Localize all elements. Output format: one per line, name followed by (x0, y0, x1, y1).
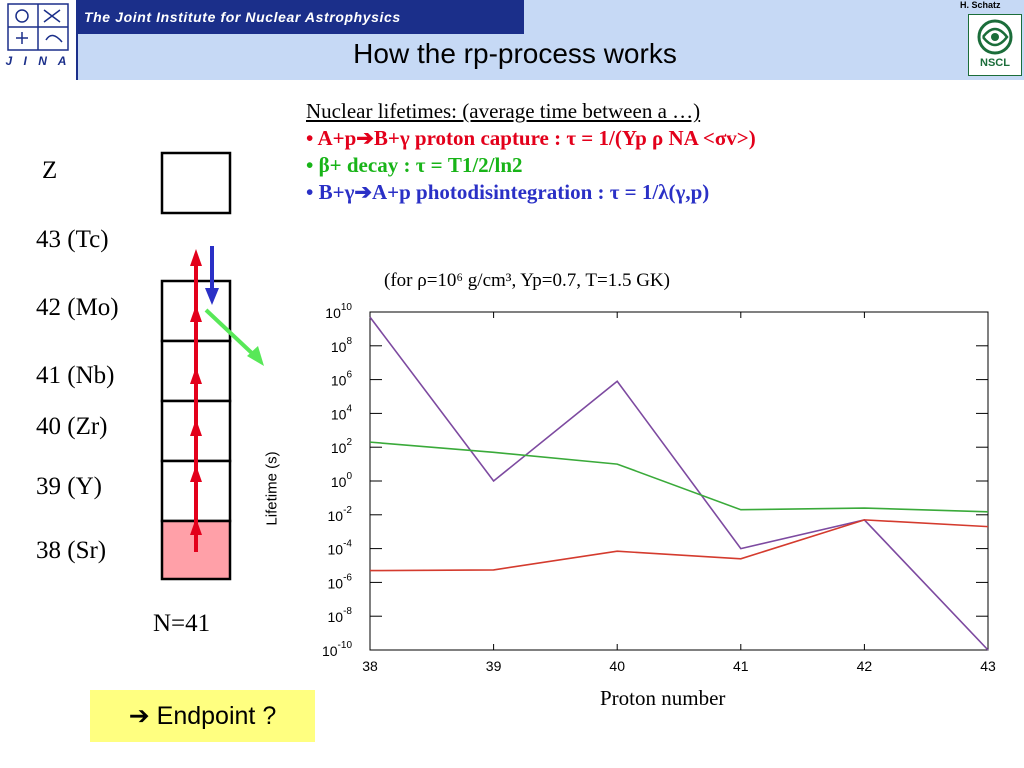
proton-capture-arrowhead (190, 518, 202, 535)
chain-label-nb: 41 (Nb) (36, 362, 115, 389)
beta-decay-arrow-line (204, 308, 257, 358)
institute-banner: The Joint Institute for Nuclear Astrophy… (78, 0, 524, 34)
series-line (369, 441, 989, 513)
y-tick-label: 10-8 (328, 606, 353, 625)
y-tick-label: 10-10 (322, 640, 352, 659)
lifetime-definitions: Nuclear lifetimes: (average time between… (306, 98, 756, 206)
nscl-logo-text: NSCL (980, 57, 1010, 69)
proton-capture-arrowhead (190, 465, 202, 482)
proton-capture-line: • A+p➔B+γ proton capture : τ = 1/(Yp ρ N… (306, 126, 756, 150)
x-tick-label: 39 (486, 658, 502, 674)
proton-capture-arrowhead (190, 419, 202, 436)
y-tick-label: 102 (331, 437, 353, 456)
nscl-logo: NSCL (968, 14, 1022, 76)
x-tick-label: 42 (857, 658, 873, 674)
x-axis-label: Proton number (600, 686, 726, 710)
x-tick-label: 40 (609, 658, 625, 674)
beta-decay-line: • β+ decay : τ = T1/2/ln2 (306, 153, 523, 177)
series-line (369, 316, 989, 651)
n-label: N=41 (153, 610, 211, 637)
proton-capture-arrowhead (190, 367, 202, 384)
x-tick-label: 38 (362, 658, 378, 674)
chain-label-sr: 38 (Sr) (36, 537, 107, 564)
page-title: How the rp-process works (353, 38, 677, 69)
chain-label-tc: 43 (Tc) (36, 226, 109, 253)
nuclide-chain-diagram (160, 151, 264, 581)
jina-logo-text: J I N A (5, 54, 71, 68)
y-tick-label: 10-4 (328, 539, 353, 558)
conditions-label: (for ρ=10⁶ g/cm³, Yp=0.7, T=1.5 GK) (384, 270, 670, 291)
x-tick-label: 41 (733, 658, 749, 674)
chain-label-y: 39 (Y) (36, 473, 102, 500)
chain-label-zr: 40 (Zr) (36, 413, 108, 440)
nscl-logo-icon (977, 19, 1013, 55)
lifetime-heading: Nuclear lifetimes: (average time between… (306, 99, 701, 123)
series-line (369, 519, 989, 572)
endpoint-callout: ➔ Endpoint ? (90, 690, 315, 742)
y-tick-label: 10-2 (328, 505, 353, 524)
proton-capture-arrowhead (190, 305, 202, 322)
proton-capture-arrowhead (190, 249, 202, 266)
photodisintegration-arrowhead (205, 288, 219, 305)
x-tick-label: 43 (980, 658, 996, 674)
y-tick-label: 1010 (325, 302, 352, 321)
author-credit: H. Schatz (960, 0, 1001, 10)
chain-box-z (160, 151, 232, 215)
plot-frame (369, 311, 989, 651)
chain-label-mo: 42 (Mo) (36, 294, 119, 321)
y-tick-label: 100 (331, 471, 353, 490)
y-axis-label: Lifetime (s) (263, 451, 281, 526)
y-tick-label: 106 (331, 370, 353, 389)
jina-logo: J I N A (0, 0, 78, 80)
y-tick-label: 108 (331, 336, 353, 355)
jina-logo-icon (7, 3, 69, 51)
beta-decay-arrowhead (247, 346, 264, 366)
y-tick-label: 104 (331, 403, 353, 422)
y-tick-label: 10-6 (328, 572, 353, 591)
z-axis-label: Z (42, 157, 58, 184)
photodisintegration-line: • B+γ➔A+p photodisintegration : τ = 1/λ(… (306, 180, 710, 204)
